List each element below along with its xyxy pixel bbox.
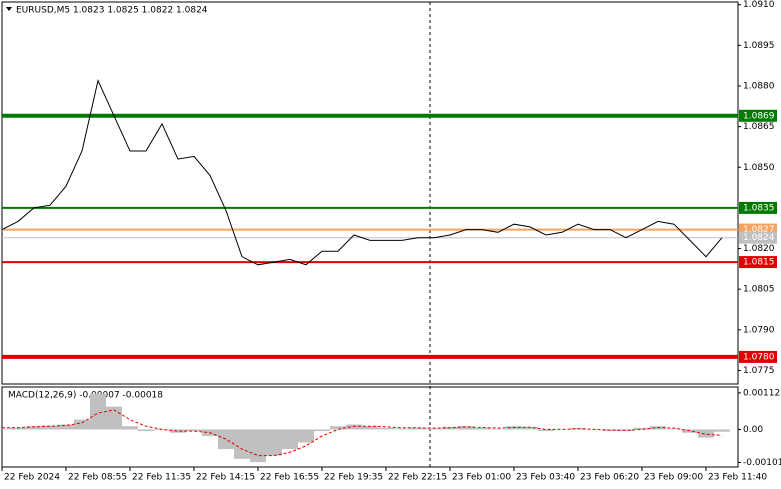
x-tick-label: 22 Feb 11:35	[132, 473, 191, 483]
histogram-bar	[458, 426, 474, 430]
histogram-bar	[634, 427, 650, 430]
y-tick-label: 1.0850	[743, 163, 775, 173]
histogram-bar	[490, 428, 506, 430]
histogram-bar	[90, 393, 106, 430]
menu-arrow	[6, 7, 12, 11]
histogram-bar	[714, 429, 730, 432]
histogram-bar	[698, 429, 714, 438]
macd-title: MACD(12,26,9) -0.00007 -0.00018	[8, 391, 163, 401]
level-label: 1.0869	[743, 111, 775, 121]
x-tick-label: 22 Feb 19:35	[324, 473, 383, 483]
histogram-bar	[282, 429, 298, 450]
histogram-bar	[42, 425, 58, 430]
histogram-bar	[618, 429, 634, 432]
histogram-bar	[0, 428, 10, 430]
level-label: 1.0780	[743, 352, 775, 362]
histogram-bar	[474, 427, 490, 430]
histogram-bar	[378, 427, 394, 430]
y-tick-label: 0.00112	[743, 388, 780, 398]
histogram-bar	[666, 428, 682, 430]
histogram-bar	[74, 419, 90, 430]
y-tick-label: 1.0790	[743, 325, 775, 335]
x-tick-label: 23 Feb 09:00	[644, 473, 703, 483]
histogram-bar	[538, 429, 554, 432]
y-tick-label: 1.0775	[743, 366, 775, 376]
histogram-bar	[346, 424, 362, 430]
y-tick-label: 1.0910	[743, 0, 775, 10]
histogram-bar	[218, 429, 234, 450]
x-tick-label: 22 Feb 16:55	[260, 473, 319, 483]
y-tick-label: 1.0895	[743, 41, 775, 51]
level-tag	[739, 231, 777, 244]
x-tick-label: 23 Feb 03:40	[516, 473, 575, 483]
histogram-bar	[410, 427, 426, 430]
level-tag	[739, 256, 777, 269]
level-tag	[739, 350, 777, 363]
y-tick-label: 1.0865	[743, 122, 775, 132]
histogram-bar	[394, 428, 410, 430]
level-tag	[739, 109, 777, 122]
y-tick-label: 0.00	[743, 425, 763, 435]
histogram-bar	[426, 428, 442, 430]
histogram-bar	[362, 426, 378, 430]
price-panel	[1, 1, 739, 385]
x-tick-label: 22 Feb 2024	[4, 473, 60, 483]
x-tick-label: 22 Feb 22:15	[388, 473, 447, 483]
macd-panel	[1, 386, 739, 468]
level-label: 1.0824	[743, 233, 775, 243]
x-tick-label: 23 Feb 01:00	[452, 473, 511, 483]
histogram-bar	[186, 429, 202, 432]
histogram-bar	[170, 429, 186, 433]
y-tick-label: 1.0805	[743, 285, 775, 295]
histogram-bar	[298, 429, 314, 443]
histogram-bar	[330, 426, 346, 430]
y-tick-label: 1.0880	[743, 81, 775, 91]
chart-title: EURUSD,M5 1.0823 1.0825 1.0822 1.0824	[16, 6, 208, 16]
histogram-bar	[58, 424, 74, 430]
y-tick-label: -0.00101	[743, 458, 781, 468]
y-tick-label: 1.0820	[743, 244, 775, 254]
histogram-bar	[26, 426, 42, 430]
histogram-bar	[138, 429, 154, 432]
level-label: 1.0835	[743, 203, 775, 213]
x-tick-label: 22 Feb 08:55	[68, 473, 127, 483]
histogram-bar	[522, 426, 538, 430]
x-tick-label: 23 Feb 06:20	[580, 473, 639, 483]
level-label: 1.0827	[743, 225, 775, 235]
histogram-bar	[266, 429, 282, 456]
histogram-bar	[250, 429, 266, 463]
x-tick-label: 23 Feb 11:40	[708, 473, 767, 483]
histogram-bar	[234, 429, 250, 459]
histogram-bar	[10, 427, 26, 430]
histogram-bar	[122, 426, 138, 430]
x-tick-label: 22 Feb 14:15	[196, 473, 255, 483]
level-tag	[739, 201, 777, 214]
level-label: 1.0815	[743, 258, 775, 268]
histogram-bar	[314, 429, 330, 432]
price-line	[1, 79, 723, 266]
